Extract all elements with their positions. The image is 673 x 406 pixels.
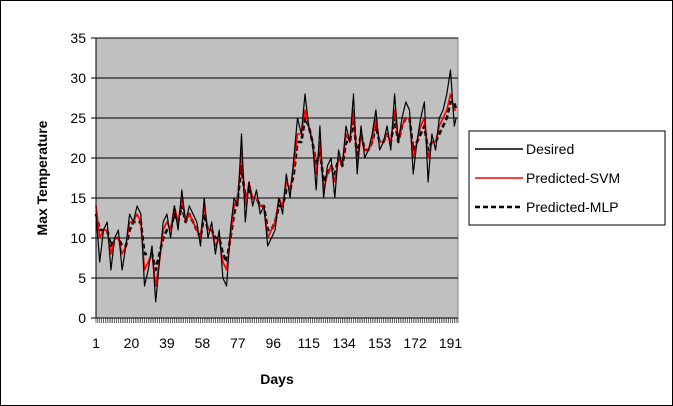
x-tick-label: 77 [230, 335, 246, 351]
x-tick-label: 58 [195, 335, 211, 351]
x-tick-label: 39 [159, 335, 175, 351]
x-tick-label: 1 [92, 335, 100, 351]
x-minor-ticks [95, 318, 459, 323]
series-layer [94, 69, 458, 303]
x-tick-label: 96 [265, 335, 281, 351]
series-line-desired [95, 69, 457, 303]
legend-label: Desired [526, 141, 574, 157]
y-tick-label: 5 [78, 270, 86, 286]
y-axis-title: Max Temperature [34, 120, 50, 235]
legend-label: Predicted-MLP [526, 199, 619, 215]
y-tick-label: 35 [70, 30, 86, 46]
y-tick-label: 0 [78, 310, 86, 326]
y-tick-label: 25 [70, 110, 86, 126]
y-ticks: 0 5 10 15 20 25 30 35 [70, 30, 96, 326]
x-axis-title: Days [260, 371, 294, 387]
legend-label: Predicted-SVM [526, 170, 620, 186]
y-tick-label: 20 [70, 150, 86, 166]
x-tick-label: 134 [332, 335, 356, 351]
x-tick-label: 172 [403, 335, 427, 351]
x-tick-label: 20 [124, 335, 140, 351]
x-tick-label: 153 [368, 335, 392, 351]
x-tick-label: 115 [298, 335, 321, 351]
y-tick-label: 15 [70, 190, 86, 206]
legend: Desired Predicted-SVM Predicted-MLP [468, 130, 666, 226]
x-ticks: 1 20 39 58 77 96 115 134 153 172 191 [92, 335, 462, 351]
x-tick-label: 191 [439, 335, 463, 351]
plot-area [95, 37, 459, 319]
y-tick-label: 30 [70, 70, 86, 86]
y-tick-label: 10 [70, 230, 86, 246]
